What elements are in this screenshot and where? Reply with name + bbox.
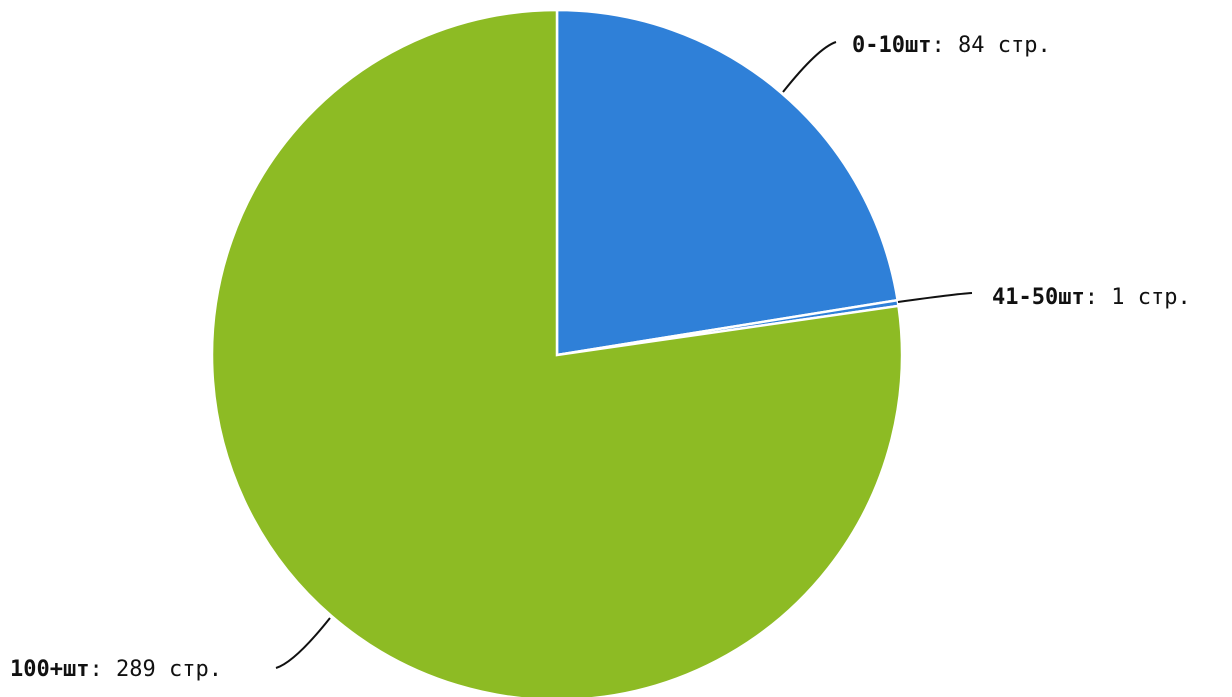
slice-label-separator: : bbox=[1085, 285, 1112, 310]
slice-label-name: 41-50шт bbox=[992, 285, 1085, 310]
slice-label-value: 289 стр. bbox=[116, 657, 222, 682]
slice-label-value: 84 стр. bbox=[958, 33, 1051, 58]
slice-label-separator: : bbox=[931, 33, 958, 58]
slice-label-separator: : bbox=[89, 657, 116, 682]
pie-slice-0-10шт bbox=[555, 8, 900, 357]
slice-label-41-50шт: 41-50шт: 1 стр. bbox=[992, 285, 1191, 310]
slice-label-name: 100+шт bbox=[10, 657, 89, 682]
slice-label-name: 0-10шт bbox=[852, 33, 931, 58]
pie-slices bbox=[210, 8, 904, 697]
pie-slice-100+шт bbox=[210, 8, 904, 697]
leader-line-100+шт bbox=[275, 617, 331, 669]
slice-label-0-10шт: 0-10шт: 84 стр. bbox=[852, 33, 1051, 58]
leader-line-0-10шт bbox=[782, 41, 837, 93]
leader-line-41-50шт bbox=[897, 292, 973, 303]
slice-label-100+шт: 100+шт: 289 стр. bbox=[10, 657, 222, 682]
pie-labels: 0-10шт: 84 стр. 41-50шт: 1 стр. 100+шт: 28… bbox=[10, 33, 1191, 682]
slice-label-value: 1 стр. bbox=[1111, 285, 1190, 310]
